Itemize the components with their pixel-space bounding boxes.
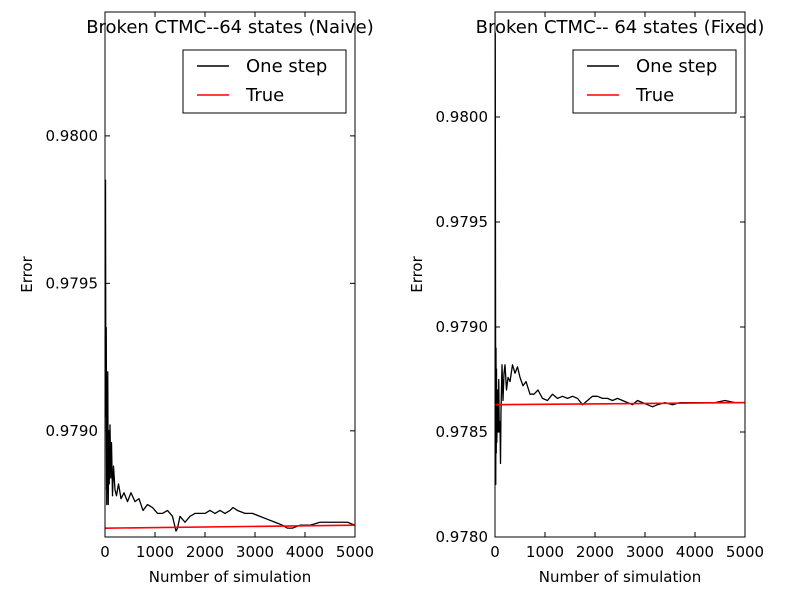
series-line-true bbox=[105, 524, 355, 529]
x-tick-label: 0 bbox=[490, 543, 500, 561]
y-tick-label: 0.9785 bbox=[436, 423, 489, 441]
legend-box bbox=[182, 49, 347, 114]
x-tick-label: 5000 bbox=[336, 543, 374, 561]
x-tick-label: 0 bbox=[100, 543, 110, 561]
y-tick-label: 0.9790 bbox=[46, 422, 99, 440]
x-tick-label: 4000 bbox=[676, 543, 714, 561]
legend: One step True bbox=[182, 49, 347, 114]
y-axis-label: Error bbox=[18, 255, 36, 292]
axes-frame bbox=[104, 11, 356, 538]
x-axis-label: Number of simulation bbox=[149, 568, 311, 586]
axes-frame bbox=[494, 11, 746, 538]
series-line-one-step bbox=[105, 179, 355, 532]
y-axis-label: Error bbox=[408, 255, 426, 292]
legend: One step True bbox=[572, 49, 737, 114]
y-tick-label: 0.9795 bbox=[46, 274, 99, 292]
y-tick-label: 0.9800 bbox=[46, 127, 99, 145]
legend-label-one-step: One step bbox=[246, 56, 327, 77]
chart-title: Broken CTMC--64 states (Naive) bbox=[86, 17, 374, 38]
x-tick-label: 1000 bbox=[526, 543, 564, 561]
x-tick-label: 2000 bbox=[186, 543, 224, 561]
series-line-one-step bbox=[495, 32, 745, 486]
y-tick-label: 0.9790 bbox=[436, 318, 489, 336]
chart-panel-2: 0 1000 2000 3000 4000 5000 0.9780 0.9785 0.9790 0… bbox=[408, 11, 765, 586]
chart-title: Broken CTMC-- 64 states (Fixed) bbox=[476, 17, 765, 38]
legend-label-true: True bbox=[635, 85, 674, 106]
legend-label-true: True bbox=[245, 85, 284, 106]
series-line-true bbox=[495, 401, 745, 406]
x-tick-label: 5000 bbox=[726, 543, 764, 561]
chart-panel-1: 0 1000 2000 3000 4000 5000 0.9790 0.9795 0.9800 B… bbox=[18, 11, 374, 586]
x-tick-label: 3000 bbox=[236, 543, 274, 561]
x-tick-label: 1000 bbox=[136, 543, 174, 561]
legend-box bbox=[572, 49, 737, 114]
legend-label-one-step: One step bbox=[636, 56, 717, 77]
series-group bbox=[105, 179, 355, 532]
series-group bbox=[495, 32, 745, 486]
y-tick-label: 0.9800 bbox=[436, 108, 489, 126]
x-tick-label: 2000 bbox=[576, 543, 614, 561]
y-tick-label: 0.9780 bbox=[436, 528, 489, 546]
x-tick-label: 4000 bbox=[286, 543, 324, 561]
y-tick-label: 0.9795 bbox=[436, 213, 489, 231]
x-axis-label: Number of simulation bbox=[539, 568, 701, 586]
x-tick-label: 3000 bbox=[626, 543, 664, 561]
